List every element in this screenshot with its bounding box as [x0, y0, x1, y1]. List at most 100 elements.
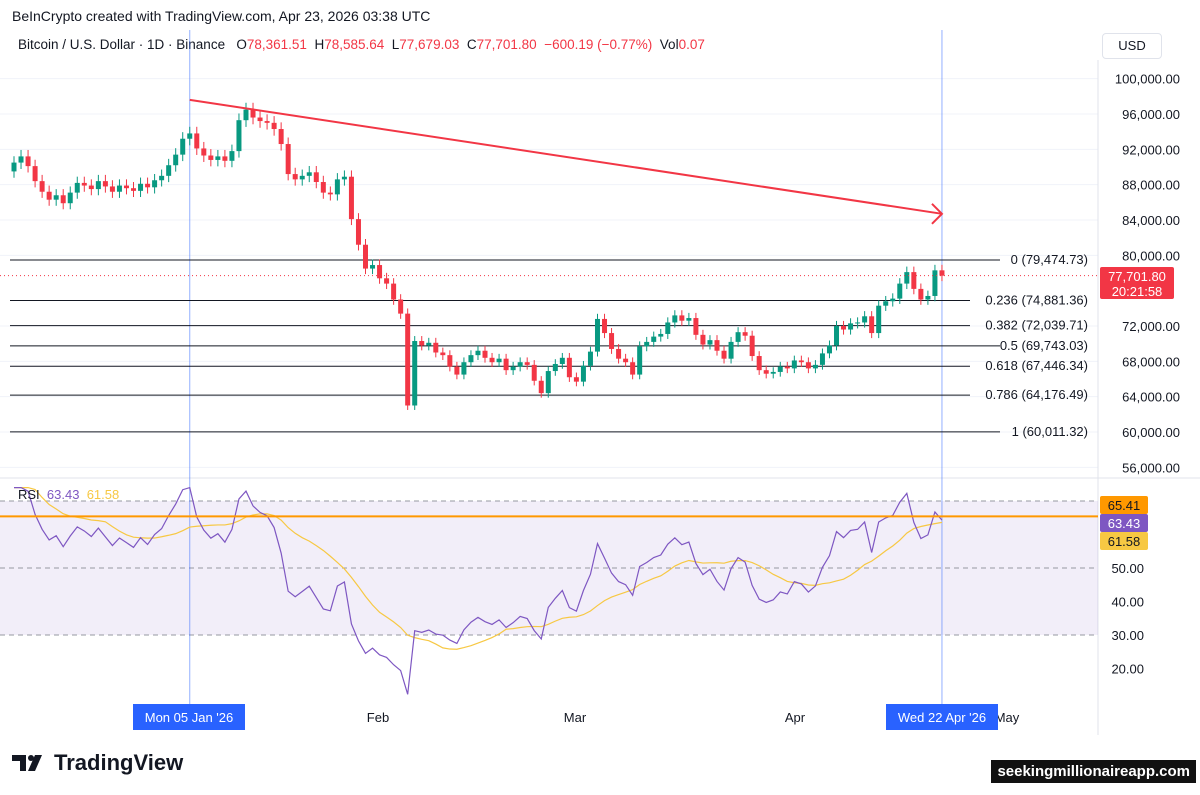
candle-body [658, 333, 664, 337]
candle-body [531, 364, 537, 381]
candle-body [517, 362, 523, 367]
rsi-legend: RSI 63.43 61.58 [18, 487, 119, 502]
candle [728, 336, 734, 364]
time-highlight-badge [133, 704, 245, 730]
candle [735, 327, 741, 347]
price-tick-label: 88,000.00 [1122, 178, 1180, 193]
candle-body [939, 270, 945, 276]
last-price-countdown: 20:21:58 [1112, 284, 1163, 299]
candle-body [848, 323, 854, 330]
rsi-tick-label: 40.00 [1111, 595, 1144, 610]
candle [208, 149, 214, 167]
low-value: 77,679.03 [399, 37, 460, 52]
candle [102, 174, 108, 193]
candle-body [503, 358, 509, 371]
candle-body [264, 121, 270, 123]
rsi-label[interactable]: RSI [18, 487, 40, 502]
candle [131, 182, 137, 198]
candle [545, 366, 551, 398]
watermark: seekingmillionaireapp.com [991, 760, 1196, 783]
rsi-tick-label: 20.00 [1111, 662, 1144, 677]
candle-body [819, 353, 825, 365]
price-tick-label: 60,000.00 [1122, 425, 1180, 440]
rsi-ma-badge-label: 61.58 [1108, 534, 1141, 549]
candle [440, 347, 446, 361]
candle-body [180, 138, 186, 155]
candle-body [482, 350, 488, 358]
candle [116, 179, 122, 198]
candle-body [510, 366, 516, 371]
candle-body [461, 362, 467, 375]
candle-body [18, 156, 24, 163]
candle-body [777, 366, 783, 372]
symbol-name[interactable]: Bitcoin / U.S. Dollar · 1D · Binance [18, 37, 226, 52]
fib-level-label: 0.5 (69,743.03) [1000, 338, 1088, 353]
candle [327, 186, 333, 201]
candle-body [749, 335, 755, 357]
candle [707, 335, 713, 350]
candle [166, 158, 172, 183]
candle-body [426, 342, 432, 346]
candle-body [131, 188, 137, 191]
candle-body [714, 340, 720, 351]
candle [159, 169, 165, 187]
rsi-ma-value: 61.58 [86, 487, 120, 502]
candle-body [756, 356, 762, 371]
last-price-value: 77,701.80 [1108, 269, 1166, 284]
candle [145, 177, 151, 194]
candle-body [440, 352, 446, 356]
rsi-value: 63.43 [46, 487, 80, 502]
candle [573, 372, 579, 387]
candle [405, 308, 411, 410]
tradingview-logo[interactable]: TradingView [12, 750, 183, 776]
candle [721, 345, 727, 364]
candle-body [897, 283, 903, 299]
candle-body [538, 380, 544, 394]
time-tick-label: Feb [367, 710, 389, 725]
rsi-level-badge-label: 65.41 [1108, 498, 1141, 513]
candle [630, 357, 636, 380]
candle-body [60, 195, 66, 204]
low-label: L [391, 37, 400, 52]
candle [496, 353, 502, 368]
price-tick-label: 96,000.00 [1122, 107, 1180, 122]
candle-body [222, 156, 228, 161]
candle [763, 365, 769, 379]
candle-body [651, 336, 657, 342]
candle [580, 360, 586, 387]
candle-body [826, 345, 832, 354]
candle [468, 350, 474, 368]
candle [616, 344, 622, 364]
fib-level-label: 0 (79,474.73) [1011, 252, 1088, 267]
candle-body [855, 322, 861, 324]
tradingview-logo-text: TradingView [54, 750, 184, 775]
candle [341, 170, 347, 186]
symbol-legend: Bitcoin / U.S. Dollar · 1D · Binance O78… [18, 37, 705, 52]
candle [890, 293, 896, 307]
candle [46, 185, 52, 206]
close-label: C [466, 37, 477, 52]
candle-body [580, 365, 586, 382]
candle [60, 189, 66, 210]
candle [911, 266, 917, 295]
candle-body [784, 366, 790, 369]
high-value: 78,585.64 [324, 37, 385, 52]
candle-body [278, 129, 284, 145]
currency-button[interactable]: USD [1102, 33, 1162, 59]
candle-body [145, 183, 151, 188]
change-value: −600.19 (−0.77%) [544, 37, 653, 52]
candle-body [841, 325, 847, 330]
candle [53, 189, 59, 206]
candle [278, 122, 284, 151]
candle [679, 310, 685, 326]
high-label: H [314, 37, 325, 52]
candle-body [770, 371, 776, 374]
candle-body [53, 195, 59, 200]
candle-body [468, 355, 474, 363]
candle [939, 264, 945, 282]
candle-body [74, 182, 80, 193]
candle-body [341, 176, 347, 180]
candle [391, 278, 397, 305]
candle [152, 173, 158, 194]
